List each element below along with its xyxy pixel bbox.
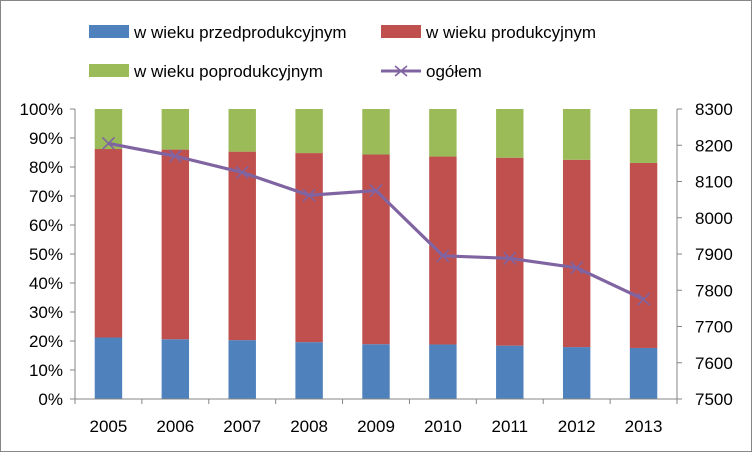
legend-x-marker-icon bbox=[394, 65, 408, 77]
bar-segment-1 bbox=[496, 345, 524, 399]
x-tick-label: 2008 bbox=[290, 417, 328, 436]
legend-label-1: w wieku przedprodukcyjnym bbox=[133, 23, 347, 42]
bar-segment-3 bbox=[228, 109, 256, 152]
y-left-tick-label: 90% bbox=[29, 129, 63, 148]
total-point-marker bbox=[369, 183, 383, 198]
bar-segment-3 bbox=[362, 109, 390, 155]
bar-segment-1 bbox=[161, 339, 190, 399]
bar-segment-3 bbox=[562, 109, 591, 160]
y-left-tick-label: 20% bbox=[29, 332, 63, 351]
y-right-tick-label: 7500 bbox=[695, 390, 733, 409]
legend-label-3: w wieku poprodukcyjnym bbox=[133, 62, 323, 81]
bar-segment-2 bbox=[94, 149, 123, 338]
total-point-marker bbox=[168, 149, 182, 163]
bar-segment-3 bbox=[295, 109, 323, 154]
y-right-tick-label: 8300 bbox=[695, 100, 733, 119]
total-line-group bbox=[101, 136, 651, 306]
legend-swatch-2 bbox=[381, 25, 421, 38]
bar-segment-2 bbox=[629, 162, 658, 348]
y-right-tick-label: 7900 bbox=[695, 245, 733, 264]
y-right-tick-label: 8200 bbox=[695, 136, 733, 155]
y-left-tick-label: 10% bbox=[29, 361, 63, 380]
y-axis-left-ticks: 0% 10% 20% 30% 40% 50% 60% 70% 80% 90% 100% bbox=[20, 100, 63, 409]
total-point-marker bbox=[302, 188, 316, 202]
legend-label-2: w wieku produkcyjnym bbox=[425, 23, 596, 42]
y-right-tick-label: 7700 bbox=[695, 318, 733, 337]
bar-segment-1 bbox=[562, 347, 591, 399]
y-right-tick-label: 8100 bbox=[695, 173, 733, 192]
total-point-marker bbox=[235, 165, 249, 180]
y-left-tick-label: 40% bbox=[29, 274, 63, 293]
axes-group bbox=[70, 108, 682, 404]
y-left-tick-label: 60% bbox=[29, 216, 63, 235]
total-point-marker bbox=[636, 292, 651, 306]
bar-segment-2 bbox=[161, 149, 190, 340]
x-tick-label: 2012 bbox=[558, 417, 596, 436]
bar-segment-1 bbox=[362, 344, 390, 399]
y-left-tick-label: 0% bbox=[38, 390, 63, 409]
y-axis-right-ticks: 7500 7600 7700 7800 7900 8000 8100 8200 8300 bbox=[695, 100, 733, 409]
bar-segment-2 bbox=[429, 156, 457, 345]
bar-segment-3 bbox=[161, 109, 190, 150]
y-right-tick-label: 7800 bbox=[695, 281, 733, 300]
bar-segment-1 bbox=[295, 342, 323, 399]
x-tick-label: 2013 bbox=[625, 417, 663, 436]
bar-segment-1 bbox=[94, 337, 123, 399]
bar-segment-1 bbox=[228, 340, 256, 399]
y-left-tick-label: 30% bbox=[29, 303, 63, 322]
x-tick-label: 2005 bbox=[90, 417, 128, 436]
x-tick-label: 2011 bbox=[491, 417, 528, 436]
x-axis-ticks: 2005 2006 2007 2008 2009 2010 2011 2012 2013 bbox=[90, 417, 663, 436]
bar-segment-1 bbox=[629, 347, 658, 399]
bar-segment-3 bbox=[629, 109, 658, 163]
x-tick-label: 2007 bbox=[223, 417, 261, 436]
y-left-tick-label: 50% bbox=[29, 245, 63, 264]
bar-segment-1 bbox=[429, 344, 457, 399]
y-left-tick-label: 80% bbox=[29, 158, 63, 177]
bar-segment-3 bbox=[429, 109, 457, 157]
legend-swatch-1 bbox=[89, 25, 129, 38]
legend-swatch-3 bbox=[89, 64, 129, 77]
y-right-tick-label: 7600 bbox=[695, 354, 733, 373]
bar-segment-2 bbox=[362, 154, 390, 345]
x-tick-label: 2010 bbox=[424, 417, 462, 436]
legend: w wieku przedprodukcyjnym w wieku produkc… bbox=[89, 23, 596, 81]
bar-segment-2 bbox=[562, 159, 591, 348]
bars-group bbox=[94, 109, 658, 399]
y-right-tick-label: 8000 bbox=[695, 209, 733, 228]
y-left-tick-label: 100% bbox=[20, 100, 63, 119]
x-tick-label: 2006 bbox=[156, 417, 194, 436]
total-point-marker bbox=[503, 251, 517, 265]
y-left-tick-label: 70% bbox=[29, 187, 63, 206]
bar-segment-2 bbox=[228, 151, 256, 341]
x-tick-label: 2009 bbox=[357, 417, 395, 436]
total-point-marker bbox=[570, 261, 584, 275]
bar-segment-2 bbox=[496, 157, 524, 346]
total-point-marker bbox=[436, 249, 450, 263]
bar-segment-2 bbox=[295, 153, 323, 343]
bar-segment-3 bbox=[496, 109, 524, 158]
total-point-marker bbox=[101, 136, 116, 151]
legend-label-4: ogółem bbox=[426, 62, 482, 81]
